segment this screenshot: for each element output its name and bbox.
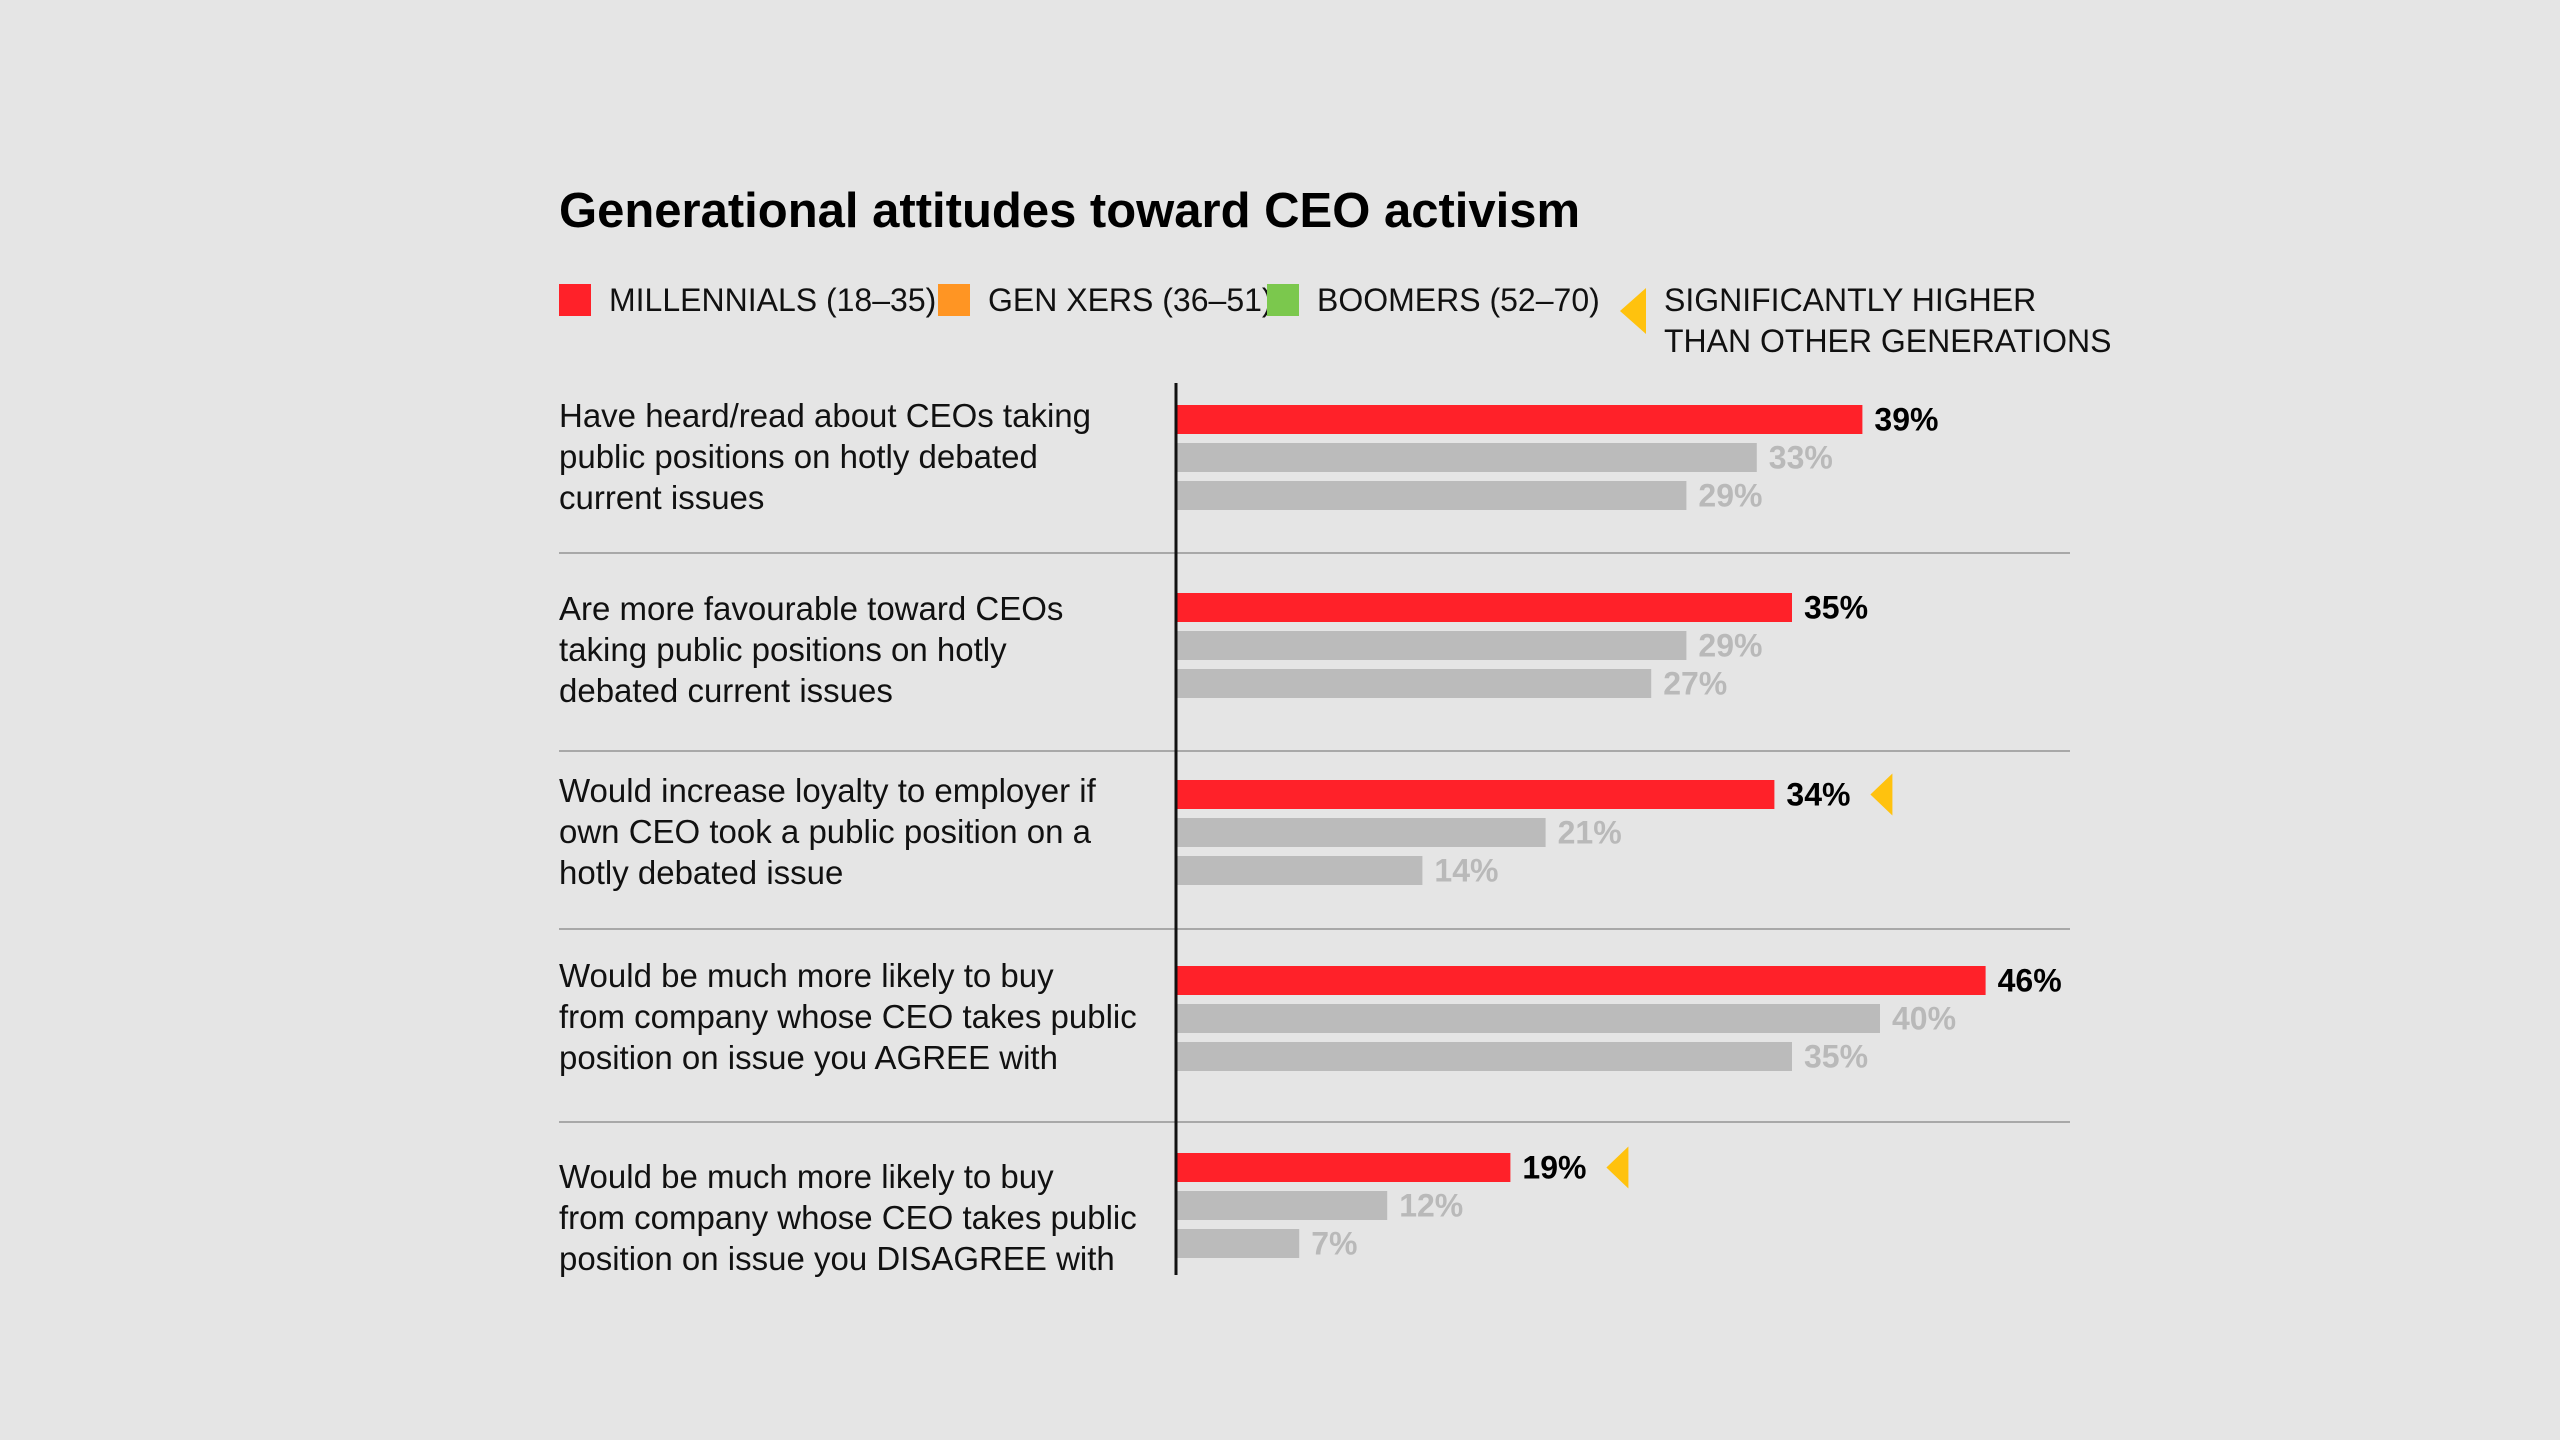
data-label-gen-x-1: 33%: [1769, 440, 1833, 476]
data-label-millennials-2: 35%: [1804, 590, 1868, 626]
bar-boomers-2: [1176, 669, 1652, 698]
bar-gen-x-1: [1176, 443, 1757, 472]
data-label-boomers-1: 29%: [1698, 478, 1762, 514]
significance-legend-line-1: SIGNIFICANTLY HIGHER: [1664, 282, 2037, 318]
bar-millennials-3: [1176, 780, 1775, 809]
legend-swatch-gen-x: [938, 284, 970, 316]
bar-boomers-4: [1176, 1042, 1792, 1071]
legend-label-millennials: MILLENNIALS (18–35): [609, 281, 937, 318]
data-label-millennials-1: 39%: [1874, 402, 1938, 438]
category-label-line: from company whose CEO takes public: [559, 998, 1137, 1035]
chart-title: Generational attitudes toward CEO activi…: [559, 184, 1581, 238]
category-label-line: Would be much more likely to buy: [559, 957, 1054, 994]
category-label-2: Are more favourable toward CEOs taking pu…: [559, 588, 1159, 711]
category-label-3: Would increase loyalty to employer if own…: [559, 770, 1159, 893]
data-label-millennials-5: 19%: [1522, 1150, 1586, 1186]
bar-millennials-4: [1176, 966, 1986, 995]
category-label-line: position on issue you DISAGREE with: [559, 1240, 1115, 1277]
legend-item-significance: SIGNIFICANTLY HIGHER THAN OTHER GENERATI…: [1620, 280, 2111, 362]
bar-gen-x-5: [1176, 1191, 1388, 1220]
bar-boomers-1: [1176, 481, 1687, 510]
bar-gen-x-3: [1176, 818, 1546, 847]
data-label-boomers-4: 35%: [1804, 1039, 1868, 1075]
significance-legend-line-2: THAN OTHER GENERATIONS: [1664, 323, 2112, 359]
category-label-line: Would increase loyalty to employer if: [559, 772, 1096, 809]
data-label-gen-x-2: 29%: [1698, 628, 1762, 664]
category-label-line: hotly debated issue: [559, 854, 844, 891]
category-label-line: from company whose CEO takes public: [559, 1199, 1137, 1236]
category-label-line: current issues: [559, 479, 765, 516]
data-label-gen-x-5: 12%: [1399, 1188, 1463, 1224]
category-label-line: Are more favourable toward CEOs: [559, 590, 1064, 627]
bar-boomers-3: [1176, 856, 1423, 885]
category-label-line: taking public positions on hotly: [559, 631, 1007, 668]
legend-item-gen-x: GEN XERS (36–51): [938, 282, 1273, 318]
significance-triangle-icon: [1620, 288, 1650, 334]
bar-gen-x-4: [1176, 1004, 1880, 1033]
bar-millennials-5: [1176, 1153, 1511, 1182]
category-label-1: Have heard/read about CEOs taking public …: [559, 395, 1159, 518]
data-label-millennials-3: 34%: [1786, 777, 1850, 813]
category-label-line: position on issue you AGREE with: [559, 1039, 1058, 1076]
bar-millennials-2: [1176, 593, 1792, 622]
data-label-boomers-5: 7%: [1311, 1226, 1357, 1262]
data-label-boomers-3: 14%: [1434, 853, 1498, 889]
legend-label-boomers: BOOMERS (52–70): [1317, 281, 1600, 318]
data-label-gen-x-3: 21%: [1558, 815, 1622, 851]
category-label-line: own CEO took a public position on a: [559, 813, 1091, 850]
legend-item-millennials: MILLENNIALS (18–35): [559, 282, 936, 318]
category-label-4: Would be much more likely to buy from com…: [559, 955, 1159, 1078]
significance-marker-5: [1606, 1146, 1629, 1189]
legend-label-gen-x: GEN XERS (36–51): [988, 281, 1273, 318]
category-label-5: Would be much more likely to buy from com…: [559, 1156, 1159, 1279]
data-label-gen-x-4: 40%: [1892, 1001, 1956, 1037]
legend-swatch-boomers: [1267, 284, 1299, 316]
significance-marker-3: [1870, 773, 1893, 816]
bar-boomers-5: [1176, 1229, 1300, 1258]
category-label-line: Would be much more likely to buy: [559, 1158, 1054, 1195]
bar-gen-x-2: [1176, 631, 1687, 660]
bar-millennials-1: [1176, 405, 1863, 434]
data-label-millennials-4: 46%: [1998, 963, 2062, 999]
category-label-line: debated current issues: [559, 672, 893, 709]
data-label-boomers-2: 27%: [1663, 666, 1727, 702]
legend-item-boomers: BOOMERS (52–70): [1267, 282, 1600, 318]
legend-swatch-millennials: [559, 284, 591, 316]
category-label-line: public positions on hotly debated: [559, 438, 1038, 475]
category-label-line: Have heard/read about CEOs taking: [559, 397, 1091, 434]
